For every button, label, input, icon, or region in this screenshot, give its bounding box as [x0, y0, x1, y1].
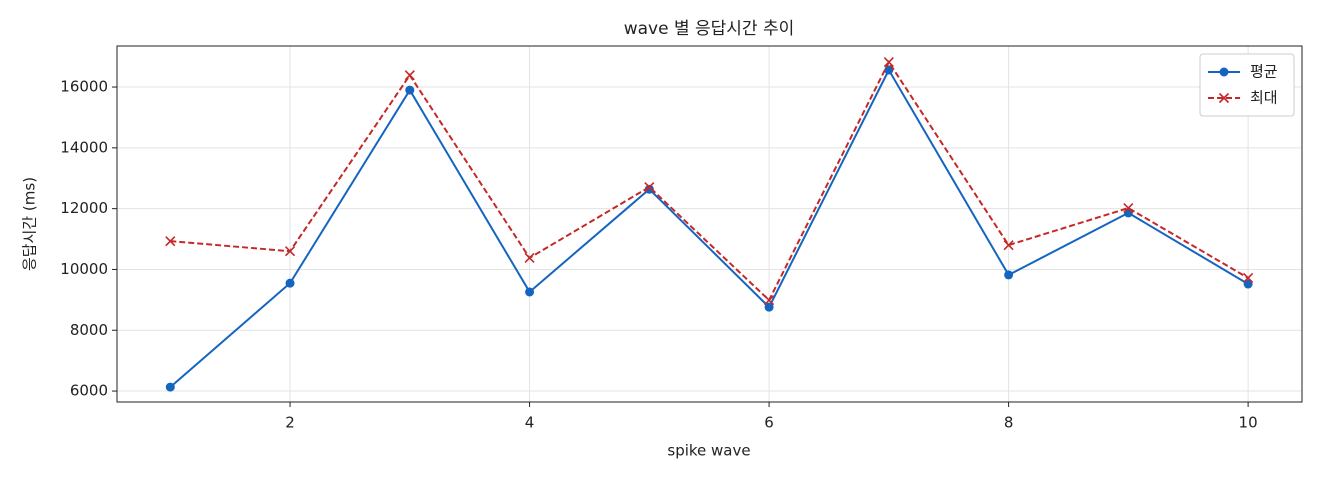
point	[764, 295, 775, 306]
point	[405, 85, 415, 95]
x-axis-label: spike wave	[667, 442, 750, 460]
legend-marker	[1219, 67, 1229, 77]
chart-title: wave 별 응답시간 추이	[624, 19, 795, 39]
x-tick-label: 4	[525, 414, 535, 432]
point	[644, 184, 654, 194]
point	[1243, 279, 1253, 289]
point	[1243, 272, 1254, 284]
legend-label: 최대	[1250, 89, 1278, 107]
y-axis-label: 응답시간 (ms)	[21, 177, 39, 271]
legend-marker	[1218, 92, 1230, 104]
y-tick-label: 6000	[70, 382, 108, 400]
point	[404, 70, 415, 81]
y-tick-label: 16000	[60, 78, 108, 96]
point	[165, 236, 176, 247]
point	[1004, 270, 1014, 280]
point	[525, 287, 535, 297]
point	[285, 278, 295, 288]
point	[764, 302, 774, 312]
series-line	[169, 67, 1249, 388]
plot-frame	[116, 45, 1303, 403]
point	[1003, 240, 1014, 251]
y-tick-label: 14000	[60, 138, 108, 156]
x-tick-label: 2	[285, 414, 295, 432]
point	[1123, 202, 1134, 214]
y-tick-label: 12000	[60, 199, 108, 217]
point	[644, 181, 655, 193]
point	[165, 382, 175, 392]
x-tick-label: 10	[1239, 414, 1258, 432]
point	[883, 57, 894, 68]
legend-box	[1199, 53, 1295, 117]
x-tick-label: 8	[1004, 414, 1014, 432]
y-tick-label: 8000	[70, 321, 108, 339]
point	[884, 65, 894, 75]
x-tick-label: 6	[764, 414, 774, 432]
y-tick-label: 10000	[60, 260, 108, 278]
point	[284, 246, 296, 257]
legend-label: 평균	[1250, 63, 1278, 81]
series-line	[170, 60, 1249, 302]
point	[524, 252, 535, 263]
